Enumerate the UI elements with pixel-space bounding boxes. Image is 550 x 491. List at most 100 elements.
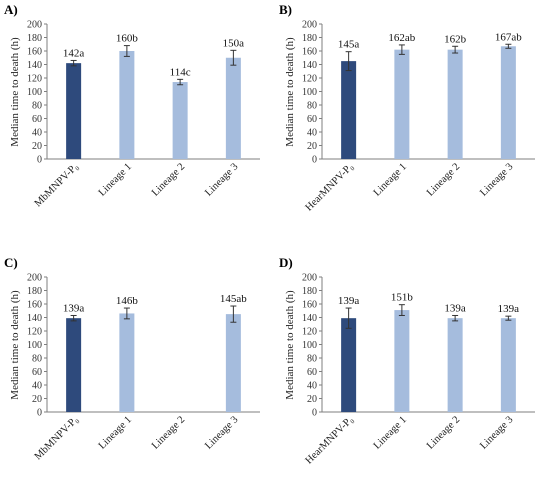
data-label: 139a [63,302,85,314]
data-label: 139a [444,302,466,314]
bar [500,46,516,159]
y-tick-label: 140 [302,313,317,324]
data-label: 145a [338,39,360,51]
y-tick-label: 20 [32,394,42,405]
panel-label: B) [279,2,292,17]
y-tick-label: 80 [32,354,42,365]
y-tick-label: 160 [27,47,42,58]
bar [225,314,241,412]
y-tick-label: 100 [27,87,42,98]
x-category-label: Lineage 2 [425,414,462,451]
bar-chart: 0 20 40 60 80 100 120 140 160 180 200 139a HearMNPV-… [302,273,535,467]
x-category-label: Lineage 2 [150,414,187,451]
data-label: 167ab [495,31,522,43]
data-label: 150a [223,37,245,49]
y-tick-label: 200 [302,273,317,284]
y-tick-label: 120 [27,327,42,338]
chart-panel-c: C) Median time to death (h) 0 20 40 60 80 100… [0,253,275,491]
bar [119,313,135,412]
y-tick-label: 40 [307,381,317,392]
bar [500,318,516,412]
data-label: 139a [338,295,360,307]
x-category-label: Lineage 1 [97,414,134,451]
y-tick-label: 80 [307,101,317,112]
bar-chart: 0 20 40 60 80 100 120 140 160 180 200 145a HearMNPV-… [302,20,535,214]
y-tick-label: 160 [27,300,42,311]
bar [341,61,357,159]
panel-label: C) [4,255,18,270]
x-category-label: Lineage 3 [478,161,515,198]
chart-panel-b: B) Median time to death (h) 0 20 40 60 80 100… [275,0,550,238]
panel-label: D) [279,255,293,270]
y-tick-label: 140 [27,313,42,324]
y-tick-label: 40 [32,128,42,139]
y-tick-label: 160 [302,47,317,58]
y-tick-label: 40 [307,128,317,139]
y-tick-label: 100 [302,87,317,98]
data-label: 160b [116,33,139,45]
y-tick-label: 100 [27,340,42,351]
chart-panel-a: A) Median time to death (h) 0 20 40 60 80 100… [0,0,275,238]
y-tick-label: 20 [32,141,42,152]
data-label: 162ab [388,32,415,44]
data-label: 162b [444,33,467,45]
x-category-label: Lineage 2 [425,161,462,198]
y-tick-label: 20 [307,141,317,152]
chart-panel-d: D) Median time to death (h) 0 20 40 60 80 100… [275,253,550,491]
y-tick-label: 60 [32,367,42,378]
bar [119,51,135,159]
x-category-label: HearMNPV-P₀ [304,414,356,466]
y-tick-label: 60 [307,367,317,378]
y-tick-label: 100 [302,340,317,351]
y-tick-label: 120 [302,327,317,338]
y-tick-label: 140 [302,60,317,71]
y-tick-label: 40 [32,381,42,392]
bar [172,82,188,159]
y-tick-label: 80 [32,101,42,112]
data-label: 151b [391,292,414,304]
y-tick-label: 0 [312,155,317,166]
x-category-label: Lineage 3 [478,414,515,451]
panel-label: A) [4,2,18,17]
y-tick-label: 120 [302,74,317,85]
bar [341,318,357,412]
y-tick-label: 180 [27,286,42,297]
x-category-label: MbMNPV-P₀ [33,414,81,462]
data-label: 145ab [220,293,247,305]
y-tick-label: 180 [302,286,317,297]
y-tick-label: 180 [27,33,42,44]
y-tick-label: 0 [37,155,42,166]
y-tick-label: 200 [27,20,42,31]
x-category-label: Lineage 3 [203,414,240,451]
data-label: 114c [170,66,191,78]
y-tick-label: 0 [37,408,42,419]
x-category-label: Lineage 2 [150,161,187,198]
y-tick-label: 80 [307,354,317,365]
y-tick-label: 20 [307,394,317,405]
y-tick-label: 140 [27,60,42,71]
x-category-label: MbMNPV-P₀ [33,161,81,209]
y-tick-label: 120 [27,74,42,85]
bar [66,318,82,412]
x-category-label: Lineage 1 [372,414,409,451]
data-label: 139a [498,303,520,315]
bar [394,49,410,159]
x-category-label: Lineage 1 [97,161,134,198]
data-label: 142a [63,47,85,59]
y-tick-label: 60 [307,114,317,125]
bar-chart: 0 20 40 60 80 100 120 140 160 180 200 139a MbMNPV-P₀… [27,273,260,462]
bar [447,49,463,159]
x-category-label: Lineage 3 [203,161,240,198]
y-tick-label: 200 [27,273,42,284]
y-tick-label: 180 [302,33,317,44]
bar [447,318,463,412]
bar-chart: 0 20 40 60 80 100 120 140 160 180 200 142a MbMNPV-P₀… [27,20,260,209]
bar [225,57,241,159]
bar [66,63,82,159]
bar [394,310,410,412]
x-category-label: Lineage 1 [372,161,409,198]
y-tick-label: 60 [32,114,42,125]
data-label: 146b [116,295,139,307]
y-tick-label: 160 [302,300,317,311]
y-tick-label: 0 [312,408,317,419]
